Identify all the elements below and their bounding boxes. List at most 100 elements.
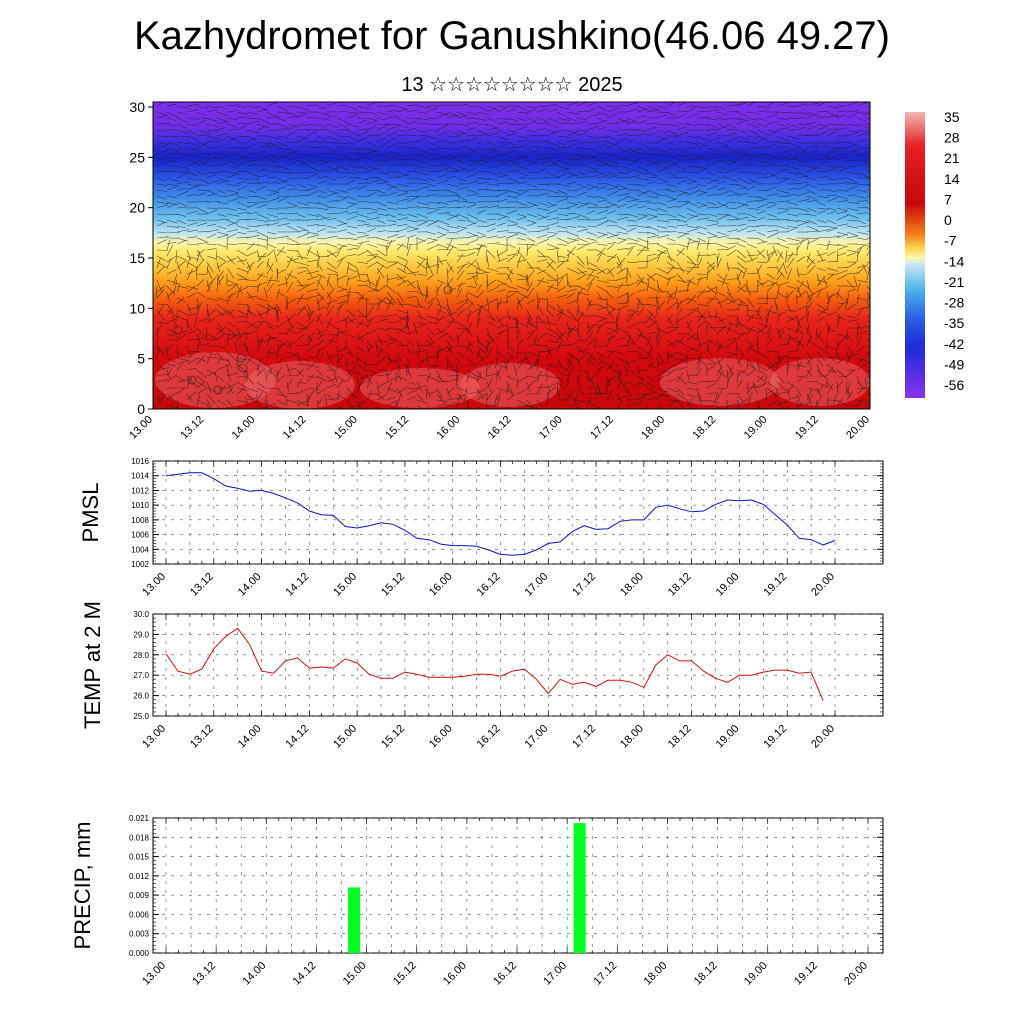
wind-barb <box>286 367 297 371</box>
wind-barb <box>536 277 545 287</box>
wind-barb <box>746 225 760 228</box>
wind-barb <box>526 105 537 109</box>
wind-barb <box>386 207 398 210</box>
wind-barb <box>606 129 618 133</box>
wind-barb <box>796 111 810 115</box>
wind-barb <box>606 335 617 341</box>
wind-barb <box>276 197 288 203</box>
wind-barb <box>356 267 361 279</box>
wind-barb <box>296 294 304 305</box>
wind-barb <box>206 180 220 185</box>
wind-barb <box>266 325 278 329</box>
wind-barb <box>296 153 310 156</box>
wind-barb <box>836 250 839 263</box>
wind-barb <box>606 255 616 258</box>
wind-barb <box>416 129 427 133</box>
wind-barb <box>806 134 819 137</box>
wind-barb <box>586 351 596 361</box>
wind-barb <box>696 343 702 353</box>
wind-barb <box>656 234 669 239</box>
wind-barb <box>206 261 214 273</box>
wind-barb <box>766 336 773 347</box>
wind-barb <box>306 153 320 158</box>
wind-barb <box>316 369 324 377</box>
wind-barb <box>796 126 806 131</box>
wind-barb <box>676 279 688 283</box>
wind-barb <box>496 289 506 293</box>
wind-barb <box>296 105 309 111</box>
wind-barb <box>166 405 178 408</box>
wind-barb <box>256 141 270 145</box>
wind-barb <box>296 400 309 407</box>
wind-barb <box>176 207 187 209</box>
wind-barb <box>736 201 749 207</box>
wind-barb <box>246 177 260 180</box>
wind-barb <box>256 363 260 374</box>
wind-barb <box>696 320 707 329</box>
wind-barb <box>215 372 218 383</box>
wind-barb <box>196 192 206 197</box>
wind-barb <box>856 163 870 167</box>
wind-barb <box>666 255 676 262</box>
wind-barb <box>706 399 720 404</box>
y-tick-label: 0.003 <box>129 930 150 939</box>
wind-barb <box>856 132 868 137</box>
wind-barb <box>776 169 788 173</box>
panel-frame <box>152 460 884 565</box>
wind-barb <box>326 291 333 301</box>
wind-barb <box>726 378 729 389</box>
colorbar-label: 35 <box>944 109 960 125</box>
wind-barb <box>586 201 599 206</box>
wind-barb <box>756 153 768 156</box>
wind-barb <box>166 392 178 401</box>
wind-barb <box>216 255 227 262</box>
wind-barb <box>526 204 537 209</box>
wind-barb <box>296 357 310 361</box>
wind-barb <box>156 204 169 209</box>
wind-barb <box>556 255 567 258</box>
wind-barb <box>716 203 729 209</box>
wind-barb <box>286 257 300 263</box>
wind-barb <box>246 397 257 401</box>
wind-barb <box>776 127 789 131</box>
wind-barb <box>176 260 187 269</box>
wind-barb <box>596 171 607 176</box>
wind-barb <box>346 129 358 136</box>
wind-barb <box>466 189 477 193</box>
wind-barb <box>556 168 570 173</box>
wind-barb <box>256 223 270 227</box>
wind-barb <box>386 396 396 401</box>
wind-barb <box>176 240 187 245</box>
wind-barb <box>686 238 691 251</box>
wind-barb <box>856 159 868 162</box>
wind-barb <box>196 163 207 167</box>
wind-barb <box>246 375 254 385</box>
wind-barb <box>756 105 770 108</box>
wind-barb <box>616 158 629 161</box>
wind-barb <box>166 135 178 138</box>
wind-barb <box>716 187 727 191</box>
page-subtitle: 13 ☆☆☆☆☆☆☆☆ 2025 <box>401 74 623 96</box>
wind-barb <box>246 285 258 288</box>
wind-barb <box>366 147 379 153</box>
time-tick-label: 20.00 <box>844 414 872 442</box>
wind-barb <box>486 149 496 155</box>
wind-barb <box>756 216 766 221</box>
wind-barb <box>226 233 237 239</box>
wind-barb <box>376 374 390 377</box>
wind-barb <box>466 322 472 335</box>
wind-barb <box>696 243 710 245</box>
wind-barb <box>756 249 765 257</box>
wind-barb <box>266 153 277 157</box>
wind-barb <box>816 207 829 210</box>
wind-barb <box>756 171 767 176</box>
wind-barb <box>806 367 813 377</box>
wind-barb <box>546 255 557 264</box>
wind-barb <box>856 231 869 235</box>
wind-barb <box>356 137 368 143</box>
wind-barb <box>586 113 600 119</box>
wind-barb <box>396 267 407 274</box>
wind-barb <box>866 134 870 137</box>
wind-barb <box>226 333 229 347</box>
wind-barb <box>856 397 865 407</box>
